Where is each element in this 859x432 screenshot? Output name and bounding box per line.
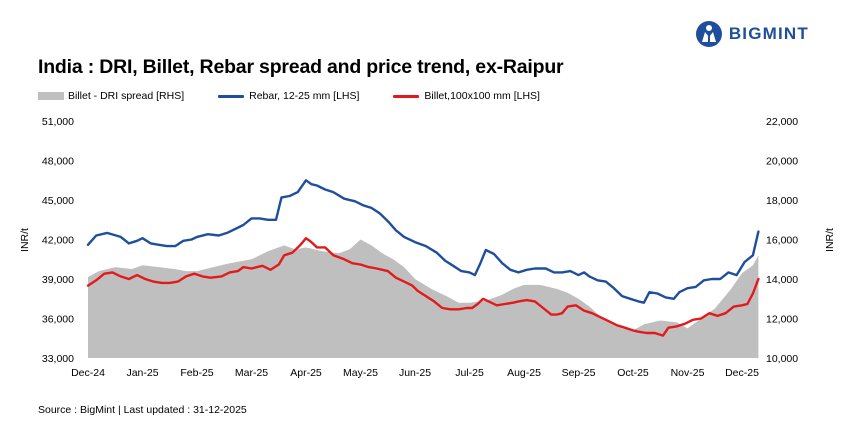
- y-tick-label-right: 14,000: [766, 274, 798, 286]
- y-tick-label-right: 12,000: [766, 314, 798, 326]
- legend-swatch-billet: [393, 94, 420, 98]
- legend-item-rebar: Rebar, 12-25 mm [LHS]: [218, 90, 359, 102]
- y-axis-title-right: INR/t: [824, 228, 836, 252]
- x-tick-label: Jun-25: [399, 367, 431, 379]
- legend-label-rebar: Rebar, 12-25 mm [LHS]: [249, 90, 360, 102]
- line-layer: [86, 179, 760, 337]
- x-tick-label: Mar-25: [235, 367, 268, 379]
- series-line-billet: [86, 237, 760, 337]
- legend-swatch-spread: [38, 92, 64, 100]
- legend-swatch-rebar: [218, 94, 245, 98]
- legend-item-billet: Billet,100x100 mm [LHS]: [393, 90, 540, 102]
- x-tick-label: Feb-25: [180, 367, 213, 379]
- y-tick-label-left: 48,000: [42, 156, 74, 168]
- y-tick-label-right: 10,000: [766, 353, 798, 365]
- x-tick-label: Sep-25: [562, 367, 596, 379]
- y-tick-label-left: 39,000: [42, 274, 74, 286]
- y-tick-label-left: 51,000: [42, 116, 74, 128]
- y-axis-title-left: INR/t: [19, 228, 31, 252]
- series-line-rebar: [86, 179, 760, 304]
- y-tick-label-left: 45,000: [42, 195, 74, 207]
- x-tick-label: Aug-25: [507, 367, 541, 379]
- series-area-spread: [88, 239, 759, 358]
- x-tick-label: Dec-24: [71, 367, 105, 379]
- brand-logo: BIGMINT: [695, 20, 809, 48]
- legend-label-spread: Billet - DRI spread [RHS]: [68, 90, 185, 102]
- y-tick-label-right: 22,000: [766, 116, 798, 128]
- logo-text: BIGMINT: [728, 24, 809, 43]
- x-tick-label: Jul-25: [455, 367, 484, 379]
- y-tick-label-left: 42,000: [42, 235, 74, 247]
- x-tick-label: Apr-25: [290, 367, 322, 379]
- x-tick-label: May-25: [343, 367, 378, 379]
- y-tick-label-left: 36,000: [42, 314, 74, 326]
- bigmint-logo-icon: [695, 21, 722, 47]
- x-tick-label: Dec-25: [725, 367, 759, 379]
- chart-legend: Billet - DRI spread [RHS] Rebar, 12-25 m…: [38, 90, 574, 102]
- y-tick-label-right: 16,000: [766, 235, 798, 247]
- spread-area-layer: [88, 239, 759, 358]
- x-tick-label: Nov-25: [671, 367, 705, 379]
- x-tick-label: Oct-25: [617, 367, 649, 379]
- y-tick-label-left: 33,000: [42, 353, 74, 365]
- x-tick-label: Jan-25: [126, 367, 158, 379]
- legend-item-spread: Billet - DRI spread [RHS]: [38, 90, 184, 102]
- legend-label-billet: Billet,100x100 mm [LHS]: [424, 90, 540, 102]
- y-tick-label-right: 18,000: [766, 195, 798, 207]
- chart-title: India : DRI, Billet, Rebar spread and pr…: [38, 56, 564, 78]
- tick-layer: 33,000 36,000 39,000 42,000 45,000 48,000 51,0…: [42, 116, 798, 379]
- y-tick-label-right: 20,000: [766, 156, 798, 168]
- source-note: Source : BigMint | Last updated : 31-12-…: [38, 404, 247, 416]
